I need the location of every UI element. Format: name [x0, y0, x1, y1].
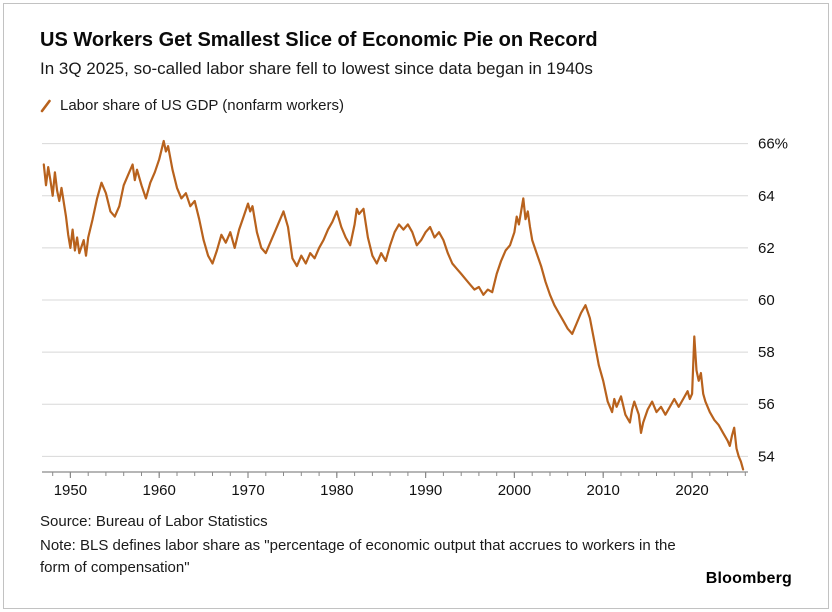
footer: Source: Bureau of Labor Statistics Note:… — [40, 511, 792, 578]
x-axis-ticks — [52, 472, 746, 479]
svg-text:1980: 1980 — [320, 482, 353, 499]
x-axis-labels: 1950 1960 1970 1980 1990 2000 2010 2020 — [54, 482, 709, 499]
legend: Labor share of US GDP (nonfarm workers) — [40, 97, 792, 114]
y-axis-labels: 66% 64 62 60 58 56 54 — [758, 136, 788, 466]
svg-text:60: 60 — [758, 292, 775, 309]
note-line: Note: BLS defines labor share as "percen… — [40, 537, 676, 576]
chart-title: US Workers Get Smallest Slice of Economi… — [40, 29, 598, 51]
svg-text:64: 64 — [758, 188, 775, 205]
bloomberg-logo: Bloomberg — [705, 570, 792, 587]
svg-text:1970: 1970 — [231, 482, 264, 499]
svg-text:54: 54 — [758, 449, 775, 466]
labor-share-chart-svg: 66% 64 62 60 58 56 54 1950 1960 1970 1980 1990 2000 2… — [42, 136, 788, 499]
chart-area: 66% 64 62 60 58 56 54 1950 1960 1970 1980 1990 2000 2… — [40, 122, 792, 509]
svg-text:2020: 2020 — [675, 482, 708, 499]
source-line: Source: Bureau of Labor Statistics — [40, 513, 268, 531]
svg-text:2000: 2000 — [498, 482, 531, 499]
svg-text:1990: 1990 — [409, 482, 442, 499]
svg-text:66%: 66% — [758, 136, 788, 153]
chart-subtitle: In 3Q 2025, so-called labor share fell t… — [40, 59, 593, 78]
legend-label: Labor share of US GDP (nonfarm workers) — [60, 97, 344, 115]
svg-text:56: 56 — [758, 396, 775, 413]
svg-text:1960: 1960 — [143, 482, 176, 499]
labor-share-line — [42, 140, 745, 471]
svg-text:58: 58 — [758, 344, 775, 361]
chart-card: US Workers Get Smallest Slice of Economi… — [3, 3, 829, 609]
svg-text:1950: 1950 — [54, 482, 87, 499]
gridlines — [42, 143, 748, 458]
legend-line-marker-icon — [40, 99, 52, 113]
svg-text:2010: 2010 — [587, 482, 620, 499]
svg-text:62: 62 — [758, 240, 775, 257]
